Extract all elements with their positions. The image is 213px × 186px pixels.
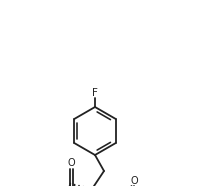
Text: O: O [130,176,138,185]
Text: O: O [68,158,75,169]
Text: F: F [92,89,98,99]
